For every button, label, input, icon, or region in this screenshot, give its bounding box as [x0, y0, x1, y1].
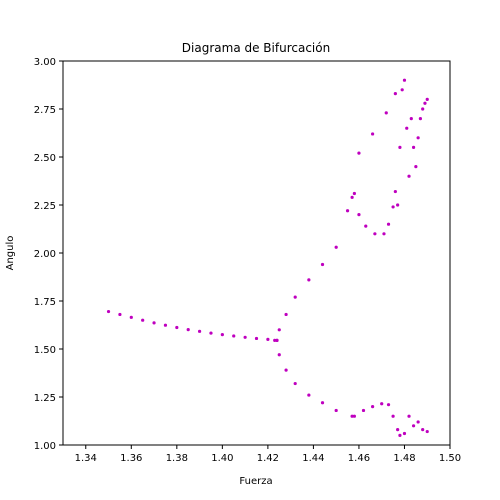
x-tick-label: 1.48 — [393, 453, 415, 464]
data-point — [352, 414, 356, 418]
plot-area — [106, 78, 429, 437]
data-point — [402, 431, 407, 436]
y-tick-label: 1.25 — [34, 393, 56, 404]
data-point — [416, 136, 420, 140]
data-point — [307, 278, 311, 282]
data-point — [220, 333, 224, 337]
data-point — [357, 151, 361, 155]
data-point — [186, 328, 190, 332]
data-point — [386, 222, 391, 226]
data-point — [106, 309, 111, 314]
y-tick-label: 2.50 — [34, 153, 56, 164]
data-point — [275, 338, 279, 342]
x-axis: 1.34 1.36 1.38 1.40 1.42 1.44 1.46 1.48 1.50 — [75, 445, 461, 464]
chart-title: Diagrama de Bifurcación — [182, 41, 330, 55]
y-tick-label: 2.75 — [34, 105, 56, 116]
data-point — [414, 165, 418, 169]
data-point — [421, 428, 425, 432]
data-point — [320, 262, 325, 267]
data-point — [254, 336, 259, 341]
data-point — [118, 312, 122, 317]
y-axis-label: Angulo — [5, 236, 16, 271]
data-point — [407, 414, 411, 418]
data-point — [307, 393, 311, 397]
x-axis-label: Fuerza — [239, 476, 272, 487]
data-point — [277, 328, 281, 332]
data-point — [423, 101, 427, 105]
data-point — [334, 245, 338, 249]
x-tick-label: 1.46 — [348, 453, 370, 464]
data-point — [393, 189, 397, 194]
x-tick-label: 1.42 — [257, 453, 279, 464]
data-point — [361, 408, 366, 413]
data-point — [396, 203, 400, 207]
data-point — [402, 78, 407, 82]
x-tick-label: 1.34 — [75, 453, 97, 464]
data-point — [398, 145, 402, 149]
data-point — [350, 195, 354, 199]
y-tick-label: 1.75 — [34, 297, 56, 308]
data-point — [175, 325, 179, 330]
y-axis: 1.00 1.25 1.50 1.75 2.00 2.25 2.50 2.75 3.00 — [34, 57, 63, 452]
data-point — [416, 420, 420, 424]
data-point — [141, 318, 145, 322]
data-point — [357, 213, 361, 217]
data-point — [405, 126, 409, 130]
y-tick-label: 1.50 — [34, 345, 56, 356]
data-point — [396, 428, 400, 432]
data-point — [284, 312, 288, 317]
data-point — [409, 117, 413, 121]
data-point — [129, 315, 133, 319]
data-point — [425, 97, 429, 101]
data-point — [391, 205, 395, 209]
plot-frame — [62, 60, 451, 446]
x-tick-label: 1.50 — [439, 453, 461, 464]
data-point — [411, 145, 416, 149]
y-tick-label: 2.25 — [34, 201, 56, 212]
y-tick-label: 2.00 — [34, 249, 56, 260]
data-point — [232, 334, 236, 338]
data-point — [371, 405, 375, 409]
data-point — [273, 338, 277, 342]
x-tick-label: 1.40 — [211, 453, 233, 464]
x-tick-label: 1.44 — [302, 453, 324, 464]
data-point — [152, 321, 156, 325]
data-point — [266, 337, 270, 341]
data-point — [398, 433, 402, 437]
data-point — [352, 191, 356, 196]
data-point — [345, 209, 350, 213]
data-point — [382, 232, 386, 236]
data-point — [293, 295, 297, 299]
data-point — [163, 323, 168, 327]
data-point — [320, 401, 325, 405]
data-point — [418, 117, 423, 121]
data-point — [393, 92, 397, 96]
data-point — [391, 414, 395, 418]
x-tick-label: 1.38 — [166, 453, 188, 464]
data-point — [364, 224, 368, 228]
data-point — [197, 329, 202, 333]
data-point — [384, 111, 388, 115]
y-tick-label: 1.00 — [34, 441, 56, 452]
data-point — [380, 402, 384, 406]
data-point — [350, 414, 354, 418]
data-point — [373, 232, 377, 236]
data-point — [277, 353, 281, 357]
data-point — [386, 403, 391, 407]
data-point — [293, 381, 297, 386]
data-point — [284, 368, 288, 372]
data-point — [371, 132, 375, 136]
data-point — [421, 107, 425, 111]
x-tick-label: 1.36 — [120, 453, 142, 464]
data-point — [400, 88, 404, 92]
data-point — [209, 331, 213, 335]
data-point — [243, 335, 247, 339]
y-tick-label: 3.00 — [34, 57, 56, 68]
data-point — [425, 429, 429, 434]
data-point — [334, 408, 338, 413]
data-point — [411, 424, 416, 428]
data-point — [407, 174, 411, 178]
